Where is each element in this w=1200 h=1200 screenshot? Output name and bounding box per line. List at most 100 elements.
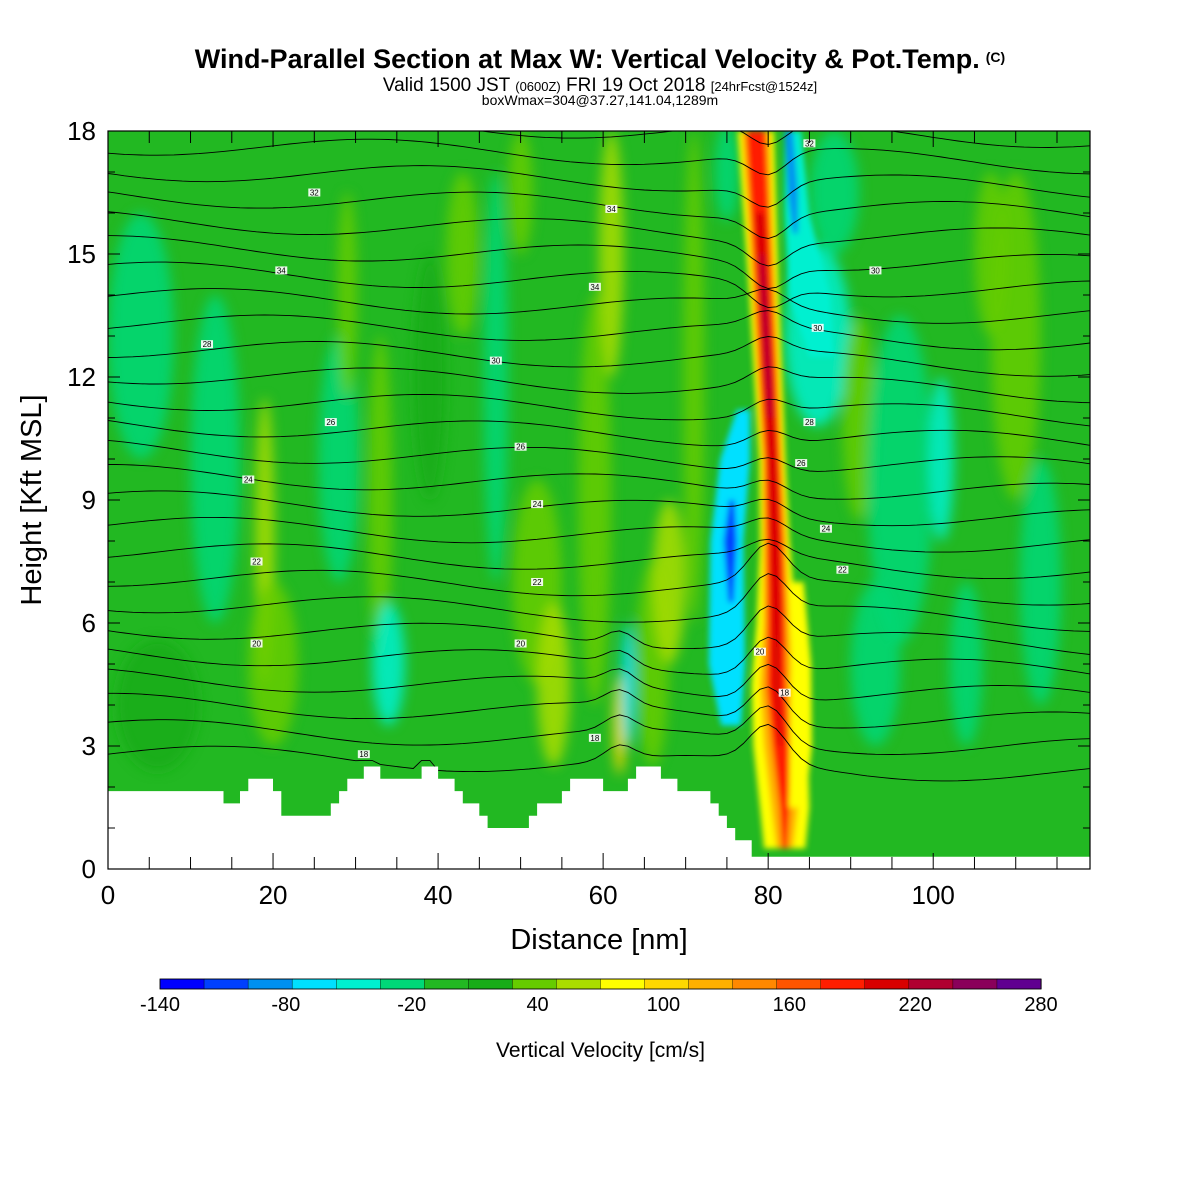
theta-contour (108, 542, 1090, 606)
colorbar-swatch (952, 978, 998, 990)
theta-contour (478, 131, 1090, 148)
theta-contour (108, 663, 1090, 701)
theta-contour (108, 261, 1090, 309)
contour-label: 26 (516, 443, 525, 452)
contour-label: 22 (838, 566, 847, 575)
texture-blob (413, 254, 447, 500)
theta-contour (108, 288, 1090, 324)
colorbar-swatch (159, 978, 205, 990)
theta-contour (108, 336, 1090, 377)
texture-blob (318, 336, 360, 582)
texture-blob (867, 315, 934, 644)
contour-label-bg (201, 340, 214, 349)
contour-label-bg (869, 266, 882, 275)
contour-label: 30 (871, 266, 880, 275)
texture-blob (190, 295, 241, 623)
contour-label-bg (242, 475, 255, 484)
texture-blob (621, 623, 635, 746)
contour-label: 22 (533, 578, 542, 587)
colorbar-swatch (424, 978, 469, 990)
x-tick-label: 20 (259, 880, 288, 910)
theta-contour (108, 138, 1090, 176)
colorbar-tick-label: -80 (271, 994, 300, 1016)
colorbar-swatch (908, 978, 954, 990)
theta-contour (108, 191, 1090, 239)
contour-label: 20 (252, 640, 261, 649)
colorbar-swatch (864, 978, 910, 990)
theta-contour (108, 686, 1090, 729)
contour-label: 20 (516, 640, 525, 649)
colorbar-tick-label: 40 (526, 994, 548, 1016)
chart-title: Wind-Parallel Section at Max W: Vertical… (194, 44, 1006, 74)
colorbar-tick-label: -140 (140, 994, 180, 1016)
contour-label-bg (795, 459, 808, 468)
chart-subtitle: Valid 1500 JST (0600Z) FRI 19 Oct 2018 [… (382, 75, 818, 96)
updraft-max (759, 254, 773, 418)
contour-label-bg (514, 442, 527, 451)
theta-contours: 18 18 18 20 20 20 22 22 22 24 24 24 26 26 26 28 28 30 30 34… (108, 131, 1090, 782)
contour-label-bg (531, 500, 544, 509)
colorbar-swatch (380, 978, 425, 990)
contour-label: 30 (813, 324, 822, 333)
contour-label: 32 (310, 189, 319, 198)
theta-contour (108, 490, 1090, 527)
texture-blob (1019, 459, 1062, 705)
theta-contour (108, 705, 1090, 755)
y-tick-label: 12 (67, 362, 96, 392)
texture-blob (578, 295, 612, 705)
y-tick-label: 0 (82, 854, 96, 884)
theta-contour (108, 420, 1090, 447)
colorbar-tick-label: 160 (773, 994, 806, 1016)
colorbar-swatch (820, 978, 866, 990)
contour-label: 34 (607, 205, 616, 214)
contour-label-bg (588, 282, 601, 291)
contour-label-bg (605, 204, 618, 213)
colorbar-label: Vertical Velocity [cm/s] (496, 1039, 705, 1062)
colorbar-swatch (732, 978, 778, 990)
contour-label-bg (811, 323, 824, 332)
texture-blob (337, 192, 358, 398)
contour-label-bg (357, 750, 370, 759)
theta-contour (108, 516, 1090, 553)
axes: 0 20 40 60 80 100 0 3 6 9 12 15 18 Distance [nm] Heigh… (16, 116, 1091, 956)
colorbar-swatch (291, 978, 337, 990)
contour-label: 26 (797, 459, 806, 468)
y-tick-label: 6 (82, 608, 96, 638)
contour-label: 18 (590, 734, 599, 743)
theta-contour (108, 723, 1090, 782)
theta-contour (108, 366, 1090, 404)
x-tick-label: 60 (589, 880, 618, 910)
texture-blob (367, 336, 393, 664)
colorbar-swatch (203, 978, 249, 990)
texture-blob (537, 602, 571, 767)
colorbar-swatch (776, 978, 822, 990)
contour-label-bg (819, 524, 832, 533)
x-tick-label: 40 (424, 880, 453, 910)
x-tick-label: 0 (101, 880, 115, 910)
contour-label-bg (275, 266, 288, 275)
colorbar-tick-label: 280 (1024, 994, 1057, 1016)
contour-label: 26 (326, 418, 335, 427)
downdraft-aloft-core (784, 131, 798, 234)
contour-label: 18 (359, 750, 368, 759)
colorbar-swatch (512, 978, 558, 990)
contour-label: 24 (533, 500, 542, 509)
contour-label-bg (308, 188, 321, 197)
theta-contour (108, 464, 1090, 500)
colorbar-swatch (644, 978, 690, 990)
contour-label: 32 (805, 139, 814, 148)
contour-label: 30 (491, 357, 500, 366)
theta-contour (108, 165, 1090, 208)
terrain-mask (108, 766, 1090, 869)
theta-contour (108, 538, 1090, 580)
contour-label: 18 (780, 689, 789, 698)
velocity-field (108, 131, 1090, 869)
theta-contour (108, 605, 1090, 655)
texture-blob (809, 131, 859, 254)
texture-blob (248, 582, 298, 746)
y-tick-label: 15 (67, 239, 96, 269)
texture-blob (483, 172, 509, 582)
contour-label: 22 (252, 558, 261, 567)
contour-label: 34 (590, 283, 599, 292)
